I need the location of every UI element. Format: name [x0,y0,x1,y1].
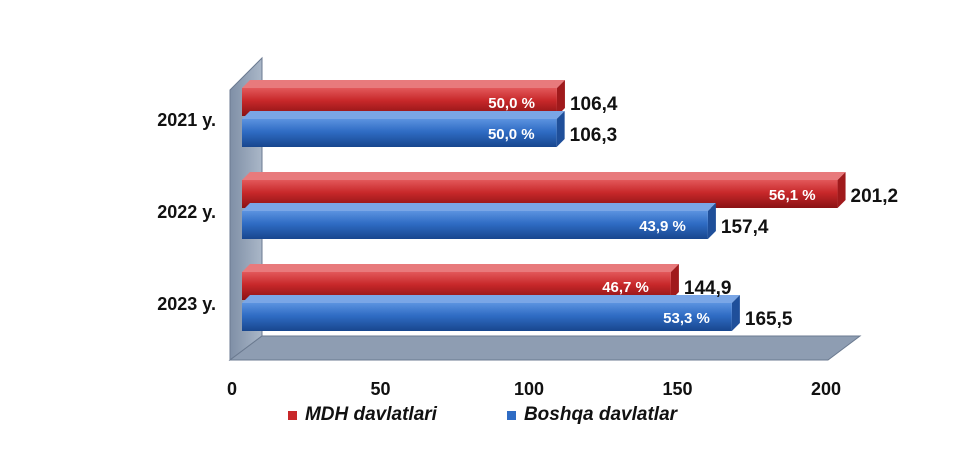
legend-label-boshqa: Boshqa davlatlar [523,404,678,425]
bar-mdh-1 [242,172,846,208]
bar-top-face [242,80,565,88]
share-label-boshqa-0: 50,0 % [488,126,535,143]
share-label-mdh-2: 46,7 % [602,279,649,296]
bar-end-face [670,264,679,300]
category-label-2021y: 2021 y. [157,110,216,130]
bar-end-face [731,295,740,331]
bar-boshqa-2 [242,295,740,331]
legend: MDH davlatlari Boshqa davlatlar [0,404,965,426]
bar-end-face [837,172,846,208]
bar-top-face [242,111,565,119]
value-label-boshqa-1: 157,4 [721,217,769,238]
share-label-mdh-1: 56,1 % [769,187,816,204]
share-label-boshqa-2: 53,3 % [663,310,710,327]
bar-end-face [707,203,716,239]
x-tick-label-50: 50 [370,379,390,399]
legend-item-boshqa: Boshqa davlatlar [506,404,678,426]
bar-front-face [242,211,708,239]
bar-top-face [242,295,740,303]
value-label-boshqa-2: 165,5 [745,309,793,330]
x-tick-label-150: 150 [662,379,692,399]
share-label-mdh-0: 50,0 % [488,95,535,112]
bar-boshqa-1 [242,203,716,239]
bar-top-face [242,264,679,272]
value-label-mdh-1: 201,2 [851,186,899,207]
value-label-mdh-2: 144,9 [684,278,732,299]
bar-end-face [556,80,565,116]
category-label-2022y: 2022 y. [157,202,216,222]
share-label-boshqa-1: 43,9 % [639,218,686,235]
chart-floor [228,335,862,361]
x-tick-label-100: 100 [514,379,544,399]
bar-front-face [242,303,732,331]
legend-swatch-boshqa [506,410,516,420]
legend-label-mdh: MDH davlatlari [304,404,437,425]
x-tick-label-200: 200 [811,379,841,399]
x-tick-label-0: 0 [227,379,237,399]
value-label-mdh-0: 106,4 [570,94,618,115]
bar-end-face [556,111,565,147]
bar-top-face [242,172,846,180]
category-label-2023y: 2023 y. [157,294,216,314]
bar-top-face [242,203,716,211]
bar-boshqa-0 [242,111,565,147]
legend-item-mdh: MDH davlatlari [287,404,437,426]
bar-front-face [242,119,557,147]
value-label-boshqa-0: 106,3 [570,125,618,146]
legend-swatch-mdh [287,410,297,420]
